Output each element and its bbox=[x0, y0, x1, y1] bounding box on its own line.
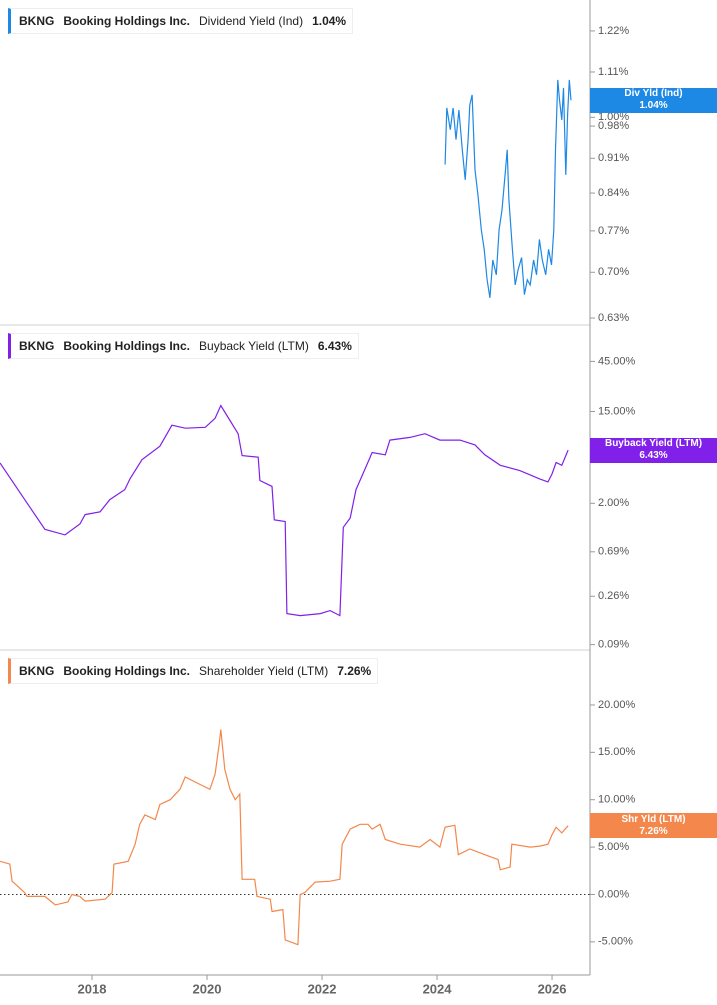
company: Booking Holdings Inc. bbox=[63, 14, 191, 28]
y-tick-label: 15.00% bbox=[598, 405, 636, 417]
y-tick-label: 0.09% bbox=[598, 639, 629, 651]
current-value: 6.43% bbox=[317, 339, 352, 353]
value-badge: Shr Yld (LTM) 7.26% bbox=[590, 813, 717, 839]
series-line bbox=[0, 404, 569, 617]
y-tick-label: 45.00% bbox=[598, 355, 636, 367]
x-tick-label: 2020 bbox=[193, 981, 222, 996]
y-tick-label: -5.00% bbox=[598, 936, 633, 948]
y-tick-label: 10.00% bbox=[598, 794, 636, 806]
badge-label: Shr Yld (LTM) bbox=[621, 813, 686, 825]
y-tick-label: 0.63% bbox=[598, 312, 629, 324]
y-tick-label: 0.69% bbox=[598, 546, 629, 558]
y-tick-label: 1.00% bbox=[598, 111, 629, 123]
ticker: BKNG bbox=[19, 339, 55, 353]
y-tick-label: 0.00% bbox=[598, 888, 629, 900]
badge-label: Div Yld (Ind) bbox=[624, 88, 683, 100]
y-tick-label: 0.84% bbox=[598, 187, 629, 199]
value-badge: Div Yld (Ind) 1.04% bbox=[590, 87, 717, 113]
legend-header: BKNG Booking Holdings Inc. Shareholder Yie… bbox=[8, 658, 379, 684]
current-value: 1.04% bbox=[312, 14, 347, 28]
y-tick-label: 20.00% bbox=[598, 699, 636, 711]
x-tick-label: 2024 bbox=[423, 981, 453, 996]
badge-value: 7.26% bbox=[639, 825, 668, 837]
x-tick-label: 2022 bbox=[308, 981, 337, 996]
company: Booking Holdings Inc. bbox=[63, 664, 191, 678]
y-tick-label: 0.98% bbox=[598, 120, 629, 132]
badge-label: Buyback Yield (LTM) bbox=[604, 438, 703, 450]
y-tick-label: 0.91% bbox=[598, 152, 629, 164]
ticker: BKNG bbox=[19, 14, 55, 28]
y-tick-label: 0.26% bbox=[598, 590, 629, 602]
value-badge: Buyback Yield (LTM) 6.43% bbox=[590, 437, 717, 463]
series-line bbox=[444, 79, 572, 298]
ticker: BKNG bbox=[19, 664, 55, 678]
y-tick-label: 0.77% bbox=[598, 225, 629, 237]
x-tick-label: 2018 bbox=[78, 981, 107, 996]
legend-entry: Shareholder Yield (LTM) bbox=[199, 664, 329, 678]
series-line bbox=[0, 729, 569, 946]
legend-entry: Dividend Yield (Ind) bbox=[199, 14, 304, 28]
y-tick-label: 5.00% bbox=[598, 841, 629, 853]
company: Booking Holdings Inc. bbox=[63, 339, 191, 353]
legend-header: BKNG Booking Holdings Inc. Buyback Yield (… bbox=[8, 333, 359, 359]
y-tick-label: 1.22% bbox=[598, 25, 629, 37]
legend-header: BKNG Booking Holdings Inc. Dividend Yield … bbox=[8, 8, 354, 34]
x-tick-label: 2026 bbox=[538, 981, 567, 996]
current-value: 7.26% bbox=[337, 664, 372, 678]
y-tick-label: 15.00% bbox=[598, 746, 636, 758]
badge-value: 6.43% bbox=[639, 450, 668, 462]
badge-value: 1.04% bbox=[639, 100, 668, 112]
y-tick-label: 1.11% bbox=[598, 66, 629, 78]
y-tick-label: 2.00% bbox=[598, 497, 629, 509]
y-tick-label: 0.70% bbox=[598, 266, 629, 278]
legend-entry: Buyback Yield (LTM) bbox=[199, 339, 309, 353]
